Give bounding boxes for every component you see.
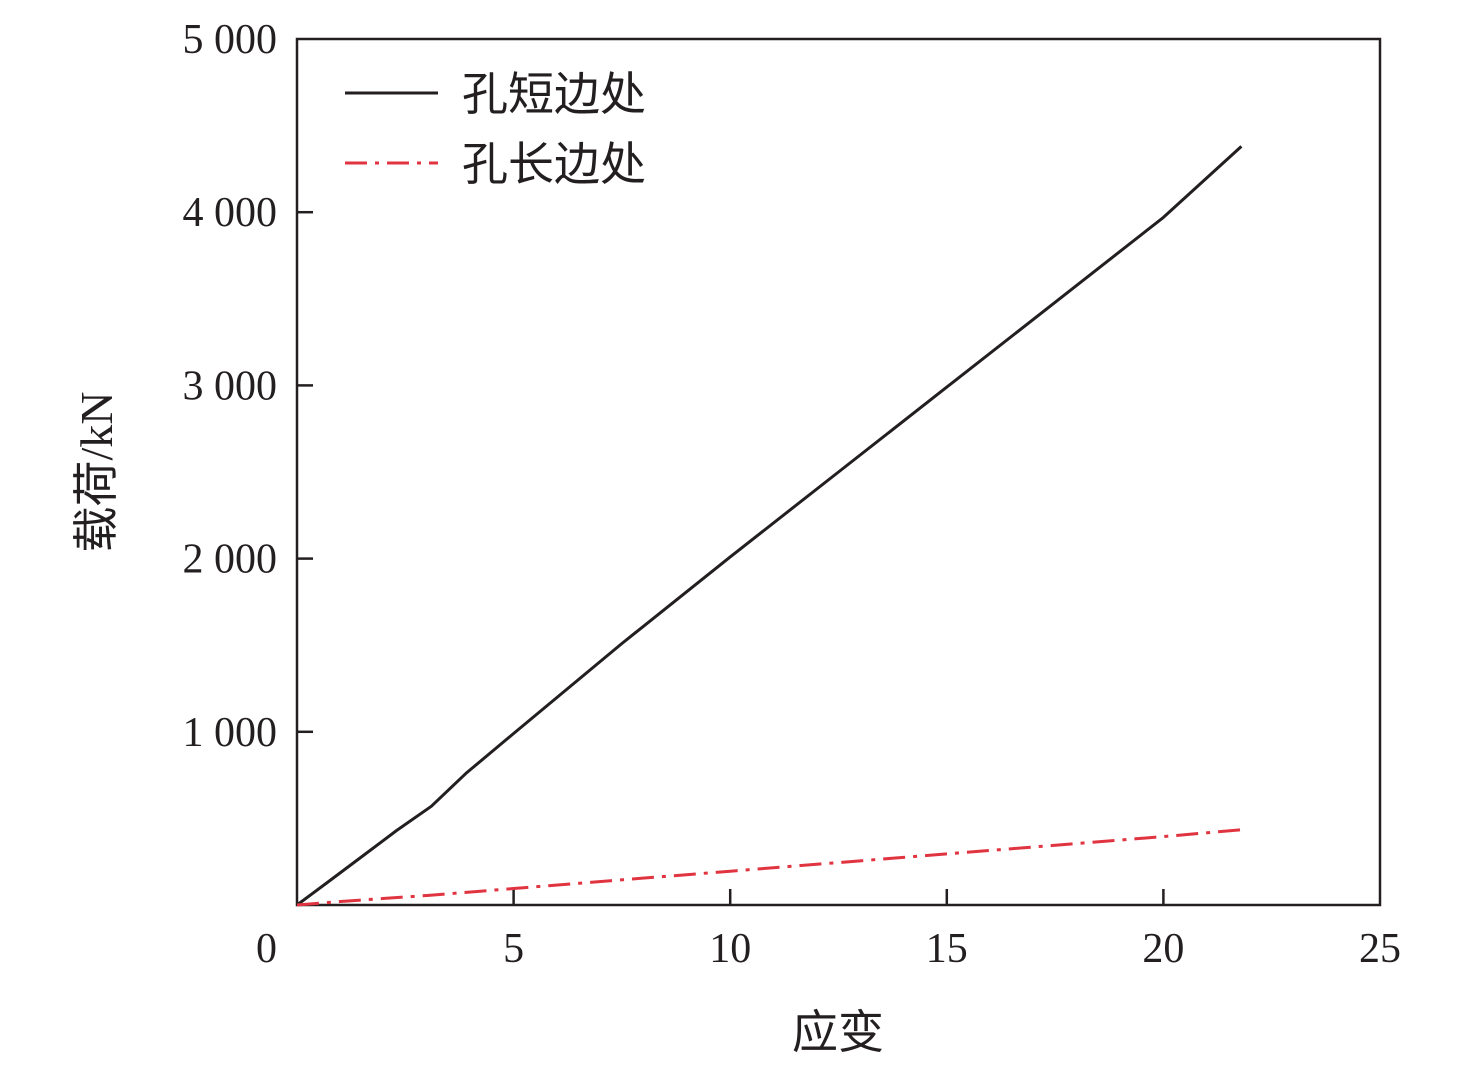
y-axis-title: 载荷/kN (71, 392, 122, 553)
y-tick-label: 4 000 (183, 190, 278, 236)
legend-label-short-edge: 孔短边处 (462, 69, 646, 120)
x-tick-label: 5 (503, 926, 524, 972)
x-tick-label: 0 (256, 926, 277, 972)
y-tick-label: 5 000 (183, 17, 278, 63)
legend-label-long-edge: 孔长边处 (462, 139, 646, 190)
x-axis-title: 应变 (792, 1007, 884, 1058)
x-axis-ticks: 0 5 10 15 20 25 (256, 889, 1401, 972)
y-tick-label: 1 000 (183, 710, 278, 756)
series-line-short-edge (296, 145, 1243, 907)
legend: 孔短边处 孔长边处 (345, 69, 646, 190)
series-layer (296, 145, 1243, 907)
x-tick-label: 25 (1359, 926, 1401, 972)
y-tick-label: 2 000 (183, 537, 278, 583)
x-tick-label: 15 (926, 926, 968, 972)
y-axis-ticks: 1 000 2 000 3 000 4 000 5 000 (183, 17, 313, 756)
x-tick-label: 10 (709, 926, 751, 972)
y-tick-label: 3 000 (183, 363, 278, 409)
x-tick-label: 20 (1142, 926, 1184, 972)
plot-area-frame (295, 37, 1382, 907)
series-line-long-edge (296, 828, 1242, 907)
